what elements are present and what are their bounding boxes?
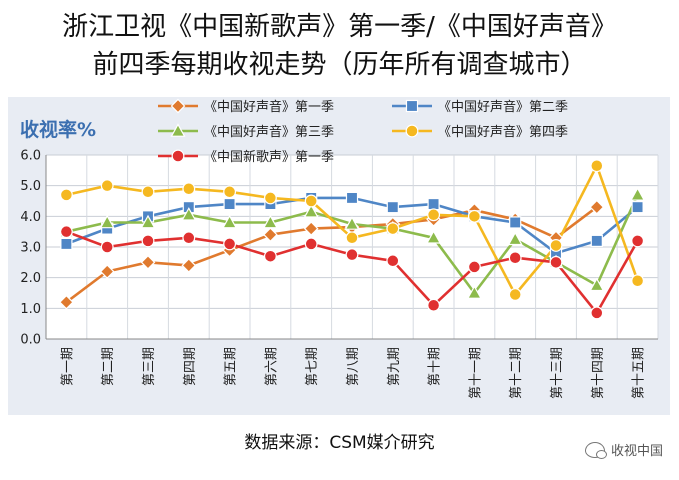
data-point — [99, 264, 115, 279]
data-point — [631, 234, 645, 248]
data-point — [467, 260, 481, 274]
chart-title-line2: 前四季每期收视走势（历年所有调查城市） — [92, 50, 587, 80]
data-point — [223, 185, 237, 199]
watermark: 收视中国 — [584, 440, 663, 459]
data-point — [59, 294, 74, 310]
data-point — [589, 199, 605, 215]
x-tick-label: 第五期 — [224, 347, 239, 386]
data-point — [182, 231, 196, 245]
x-tick-label: 第一期 — [60, 347, 75, 386]
x-tick-label: 第二期 — [101, 347, 116, 386]
x-tick-label: 第四期 — [183, 347, 198, 386]
x-tick-label: 第七期 — [305, 347, 320, 386]
data-point — [141, 185, 155, 199]
y-tick-label: 5.0 — [20, 179, 41, 194]
data-point — [345, 231, 359, 245]
x-tick-label: 第三期 — [142, 347, 157, 386]
data-point — [170, 123, 186, 137]
data-point — [590, 159, 604, 173]
data-point — [263, 227, 278, 243]
wechat-icon — [584, 441, 607, 459]
data-point — [549, 239, 563, 252]
data-point — [303, 203, 319, 218]
data-point — [141, 234, 155, 248]
data-point — [223, 237, 237, 251]
data-point — [386, 222, 400, 236]
data-point — [303, 221, 319, 236]
data-point — [100, 179, 114, 193]
data-point — [304, 194, 318, 208]
y-tick-label: 2.0 — [20, 271, 41, 286]
data-point — [263, 249, 277, 263]
y-tick-label: 3.0 — [20, 241, 41, 256]
data-point — [99, 214, 115, 229]
watermark-text: 收视中国 — [610, 444, 663, 459]
y-tick-label: 0.0 — [20, 333, 41, 348]
legend-label: 《中国好声音》第二季 — [438, 99, 568, 115]
data-point — [405, 124, 419, 138]
data-point — [386, 254, 400, 268]
y-tick-label: 6.0 — [20, 149, 41, 164]
data-point — [222, 214, 238, 229]
legend-label: 《中国好声音》第三季 — [204, 124, 334, 140]
data-point — [262, 214, 278, 229]
chart-title-line1: 浙江卫视《中国新歌声》第一季/《中国好声音》 — [62, 12, 617, 42]
x-tick-label: 第九期 — [387, 347, 402, 386]
data-point — [181, 207, 197, 221]
data-point — [345, 191, 359, 205]
data-point — [589, 277, 605, 292]
data-point — [170, 98, 186, 114]
x-tick-label: 第十二期 — [509, 347, 524, 399]
legend-label: 《中国新歌声》第一季 — [204, 149, 334, 165]
data-point — [405, 99, 419, 113]
data-point — [549, 255, 563, 269]
data-point — [508, 288, 522, 301]
x-tick-label: 第十四期 — [591, 347, 606, 399]
data-point — [182, 182, 196, 196]
x-tick-label: 第八期 — [346, 347, 361, 386]
data-point — [100, 240, 114, 254]
y-tick-label: 1.0 — [20, 302, 41, 317]
y-tick-label: 4.0 — [20, 210, 41, 225]
data-point — [60, 237, 73, 251]
data-point — [631, 201, 644, 214]
data-point — [509, 216, 522, 229]
legend-label: 《中国好声音》第一季 — [204, 99, 334, 115]
data-point — [466, 285, 482, 299]
x-tick-label: 第十期 — [428, 347, 443, 386]
data-point — [59, 188, 73, 202]
data-point — [345, 248, 359, 262]
data-point — [181, 258, 197, 273]
data-point — [631, 274, 645, 288]
data-point — [427, 298, 441, 312]
data-point — [344, 216, 360, 230]
legend-label: 《中国好声音》第四季 — [438, 124, 568, 140]
data-point — [223, 197, 236, 211]
x-tick-label: 第六期 — [264, 347, 279, 386]
x-tick-label: 第十一期 — [468, 347, 483, 399]
data-point — [263, 191, 277, 205]
data-point — [590, 306, 604, 320]
y-axis-label: 收视率% — [20, 118, 96, 141]
x-tick-label: 第十三期 — [550, 347, 565, 399]
data-point — [508, 251, 522, 265]
data-point — [386, 201, 399, 214]
data-point — [427, 197, 440, 211]
data-point — [140, 214, 156, 229]
data-point — [304, 237, 318, 251]
data-source: 数据来源：CSM媒介研究 — [244, 433, 435, 453]
x-tick-label: 第十五期 — [632, 347, 647, 399]
data-point — [171, 149, 185, 163]
data-point — [590, 234, 603, 247]
data-point — [59, 225, 73, 239]
data-point — [467, 209, 481, 223]
data-point — [427, 208, 441, 222]
data-point — [426, 230, 442, 244]
data-point — [507, 231, 523, 246]
data-point — [140, 254, 156, 270]
data-point — [630, 187, 646, 201]
